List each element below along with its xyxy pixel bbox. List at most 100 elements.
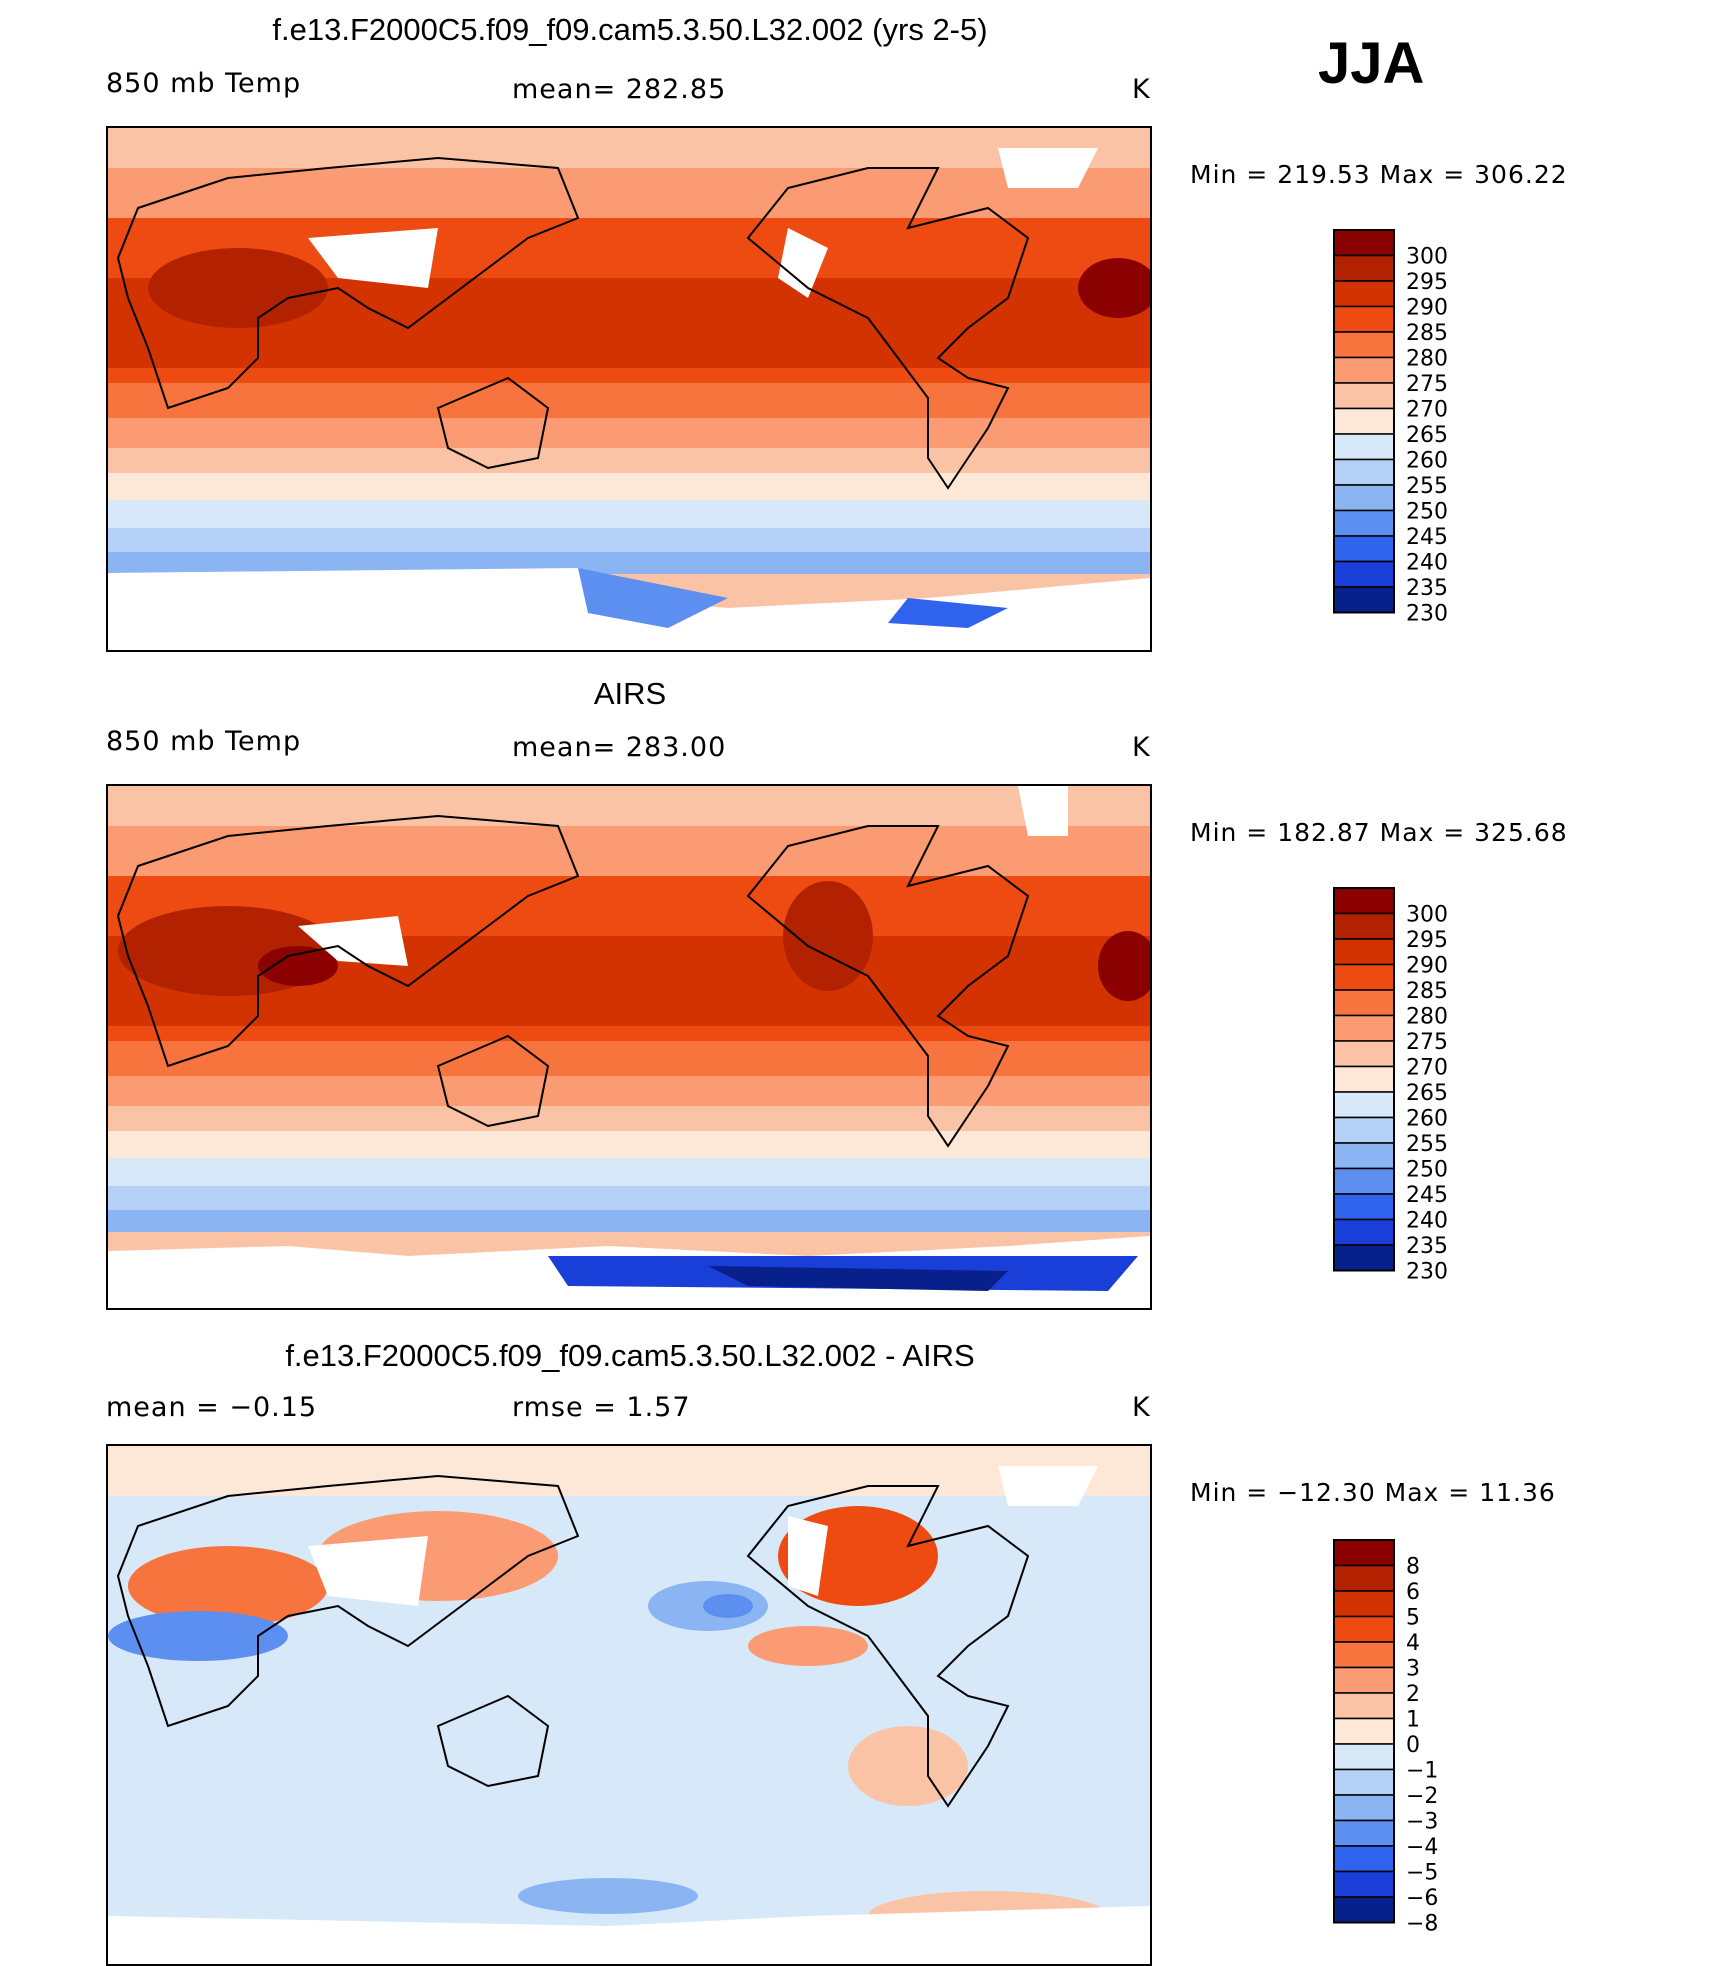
colorbar-tick-label: −3 — [1406, 1810, 1438, 1835]
panel-3-unit-label: K — [1132, 1392, 1151, 1423]
panel-2-variable-label: 850 mb Temp — [106, 726, 302, 757]
colorbar-tick-label: 230 — [1406, 1260, 1448, 1285]
antarctica-mask — [108, 1906, 1150, 1964]
colorbar-cell — [1333, 1218, 1395, 1246]
americas-coastline — [746, 1485, 1030, 1808]
eurasia-africa-coastline — [116, 814, 580, 1068]
panel-1-colorbar: 3002952902852802752702652602552502452402… — [1333, 229, 1448, 627]
colorbar-cell — [1333, 1768, 1395, 1796]
colorbar-cell — [1333, 887, 1395, 915]
colorbar-cell — [1333, 356, 1395, 384]
colorbar-tick-label: 260 — [1406, 1107, 1448, 1132]
colorbar-tick-label: −5 — [1406, 1861, 1438, 1886]
panel-1-variable-label: 850 mb Temp — [106, 68, 302, 99]
colorbar-cell — [1333, 484, 1395, 512]
south-coldest-band — [108, 1210, 1150, 1232]
colorbar-tick-label: 235 — [1406, 576, 1448, 601]
south-midlat-band — [108, 1076, 1150, 1111]
colorbar-cell — [1333, 1819, 1395, 1847]
colorbar-cell — [1333, 280, 1395, 308]
colorbar-tick-label: 260 — [1406, 449, 1448, 474]
warm-anomaly-atlantic — [1098, 931, 1150, 1001]
panel-3-map-svg — [108, 1446, 1150, 1964]
colorbar-tick-label: 300 — [1406, 245, 1448, 270]
colorbar-tick-label: 270 — [1406, 1056, 1448, 1081]
panel-3-map — [106, 1444, 1152, 1966]
colorbar-tick-label: 255 — [1406, 474, 1448, 499]
panel-3-rmse-label: rmse = 1.57 — [512, 1392, 691, 1423]
colorbar-tick-label: 280 — [1406, 347, 1448, 372]
colorbar-cell — [1333, 1794, 1395, 1822]
colorbar-cell — [1333, 1641, 1395, 1669]
colorbar-cell — [1333, 229, 1395, 257]
south-coldest-band — [108, 552, 1150, 574]
colorbar-cell — [1333, 1014, 1395, 1042]
colorbar-cell — [1333, 1615, 1395, 1643]
antarctic-very-cold-region — [708, 1266, 1008, 1291]
colorbar-border — [1333, 887, 1395, 1272]
colorbar-cell — [1333, 1692, 1395, 1720]
panel-2-map — [106, 784, 1152, 1310]
south-cold-band — [108, 500, 1150, 532]
colorbar-tick-label: 290 — [1406, 954, 1448, 979]
colorbar-tick-label: 240 — [1406, 551, 1448, 576]
colorbar-cell — [1333, 305, 1395, 333]
colorbar-cell — [1333, 938, 1395, 966]
colorbar-tick-label: 270 — [1406, 398, 1448, 423]
negative-anomaly-south — [518, 1878, 698, 1914]
colorbar-tick-label: 265 — [1406, 423, 1448, 448]
americas-coastline — [746, 167, 1030, 490]
colorbar-cell — [1333, 1065, 1395, 1093]
warm-anomaly-2 — [1078, 258, 1150, 318]
colorbar-cell — [1333, 1743, 1395, 1771]
colorbar-cell — [1333, 1717, 1395, 1745]
warm-anomaly — [148, 248, 328, 328]
colorbar-cell — [1333, 1244, 1395, 1272]
south-cool-band — [108, 473, 1150, 503]
panel-2-unit-label: K — [1132, 732, 1151, 763]
panel-3-title: f.e13.F2000C5.f09_f09.cam5.3.50.L32.002 … — [285, 1338, 975, 1373]
colorbar-cell — [1333, 1116, 1395, 1144]
positive-anomaly — [128, 1546, 328, 1626]
colorbar-cell — [1333, 458, 1395, 486]
colorbar-tick-label: 285 — [1406, 979, 1448, 1004]
colorbar-tick-label: 290 — [1406, 296, 1448, 321]
colorbar-cell — [1333, 1040, 1395, 1068]
warm-anomaly-americas — [783, 881, 873, 991]
colorbar-cell — [1333, 509, 1395, 537]
colorbar-cell — [1333, 586, 1395, 614]
tibet-mask — [308, 228, 438, 288]
colorbar-cell — [1333, 1666, 1395, 1694]
colorbar-cell — [1333, 1896, 1395, 1924]
greenland-mask — [998, 148, 1098, 188]
base-field — [108, 1446, 1150, 1964]
south-cold-band — [108, 1158, 1150, 1190]
colorbar-tick-label: −2 — [1406, 1784, 1438, 1809]
colorbar-cell — [1333, 963, 1395, 991]
tibet-mask — [298, 916, 408, 966]
australia-coastline — [436, 376, 550, 470]
americas-coastline — [746, 825, 1030, 1148]
colorbar-border — [1333, 1539, 1395, 1924]
australia-coastline — [436, 1694, 550, 1788]
colorbar-tick-label: 0 — [1406, 1733, 1420, 1758]
panel-1-minmax: Min = 219.53 Max = 306.22 — [1190, 160, 1568, 189]
eurasia-africa-coastline — [116, 156, 580, 410]
colorbar-tick-label: 3 — [1406, 1657, 1420, 1682]
rockies-mask — [778, 228, 828, 298]
colorbar-cell — [1333, 912, 1395, 940]
colorbar-cell — [1333, 1845, 1395, 1873]
colorbar-tick-label: 1 — [1406, 1708, 1420, 1733]
colorbar-tick-label: 255 — [1406, 1132, 1448, 1157]
colorbar-tick-label: −6 — [1406, 1886, 1438, 1911]
negative-anomaly-arabia — [108, 1611, 288, 1661]
colorbar-tick-label: 275 — [1406, 372, 1448, 397]
colorbar-tick-label: −8 — [1406, 1912, 1438, 1937]
colorbar-cell — [1333, 1091, 1395, 1119]
positive-anomaly-pacific — [748, 1626, 868, 1666]
season-label: JJA — [1318, 31, 1425, 96]
colorbar-tick-label: 265 — [1406, 1081, 1448, 1106]
negative-anomaly-pacific-core — [703, 1594, 753, 1618]
panel-1-map-svg — [108, 128, 1150, 650]
